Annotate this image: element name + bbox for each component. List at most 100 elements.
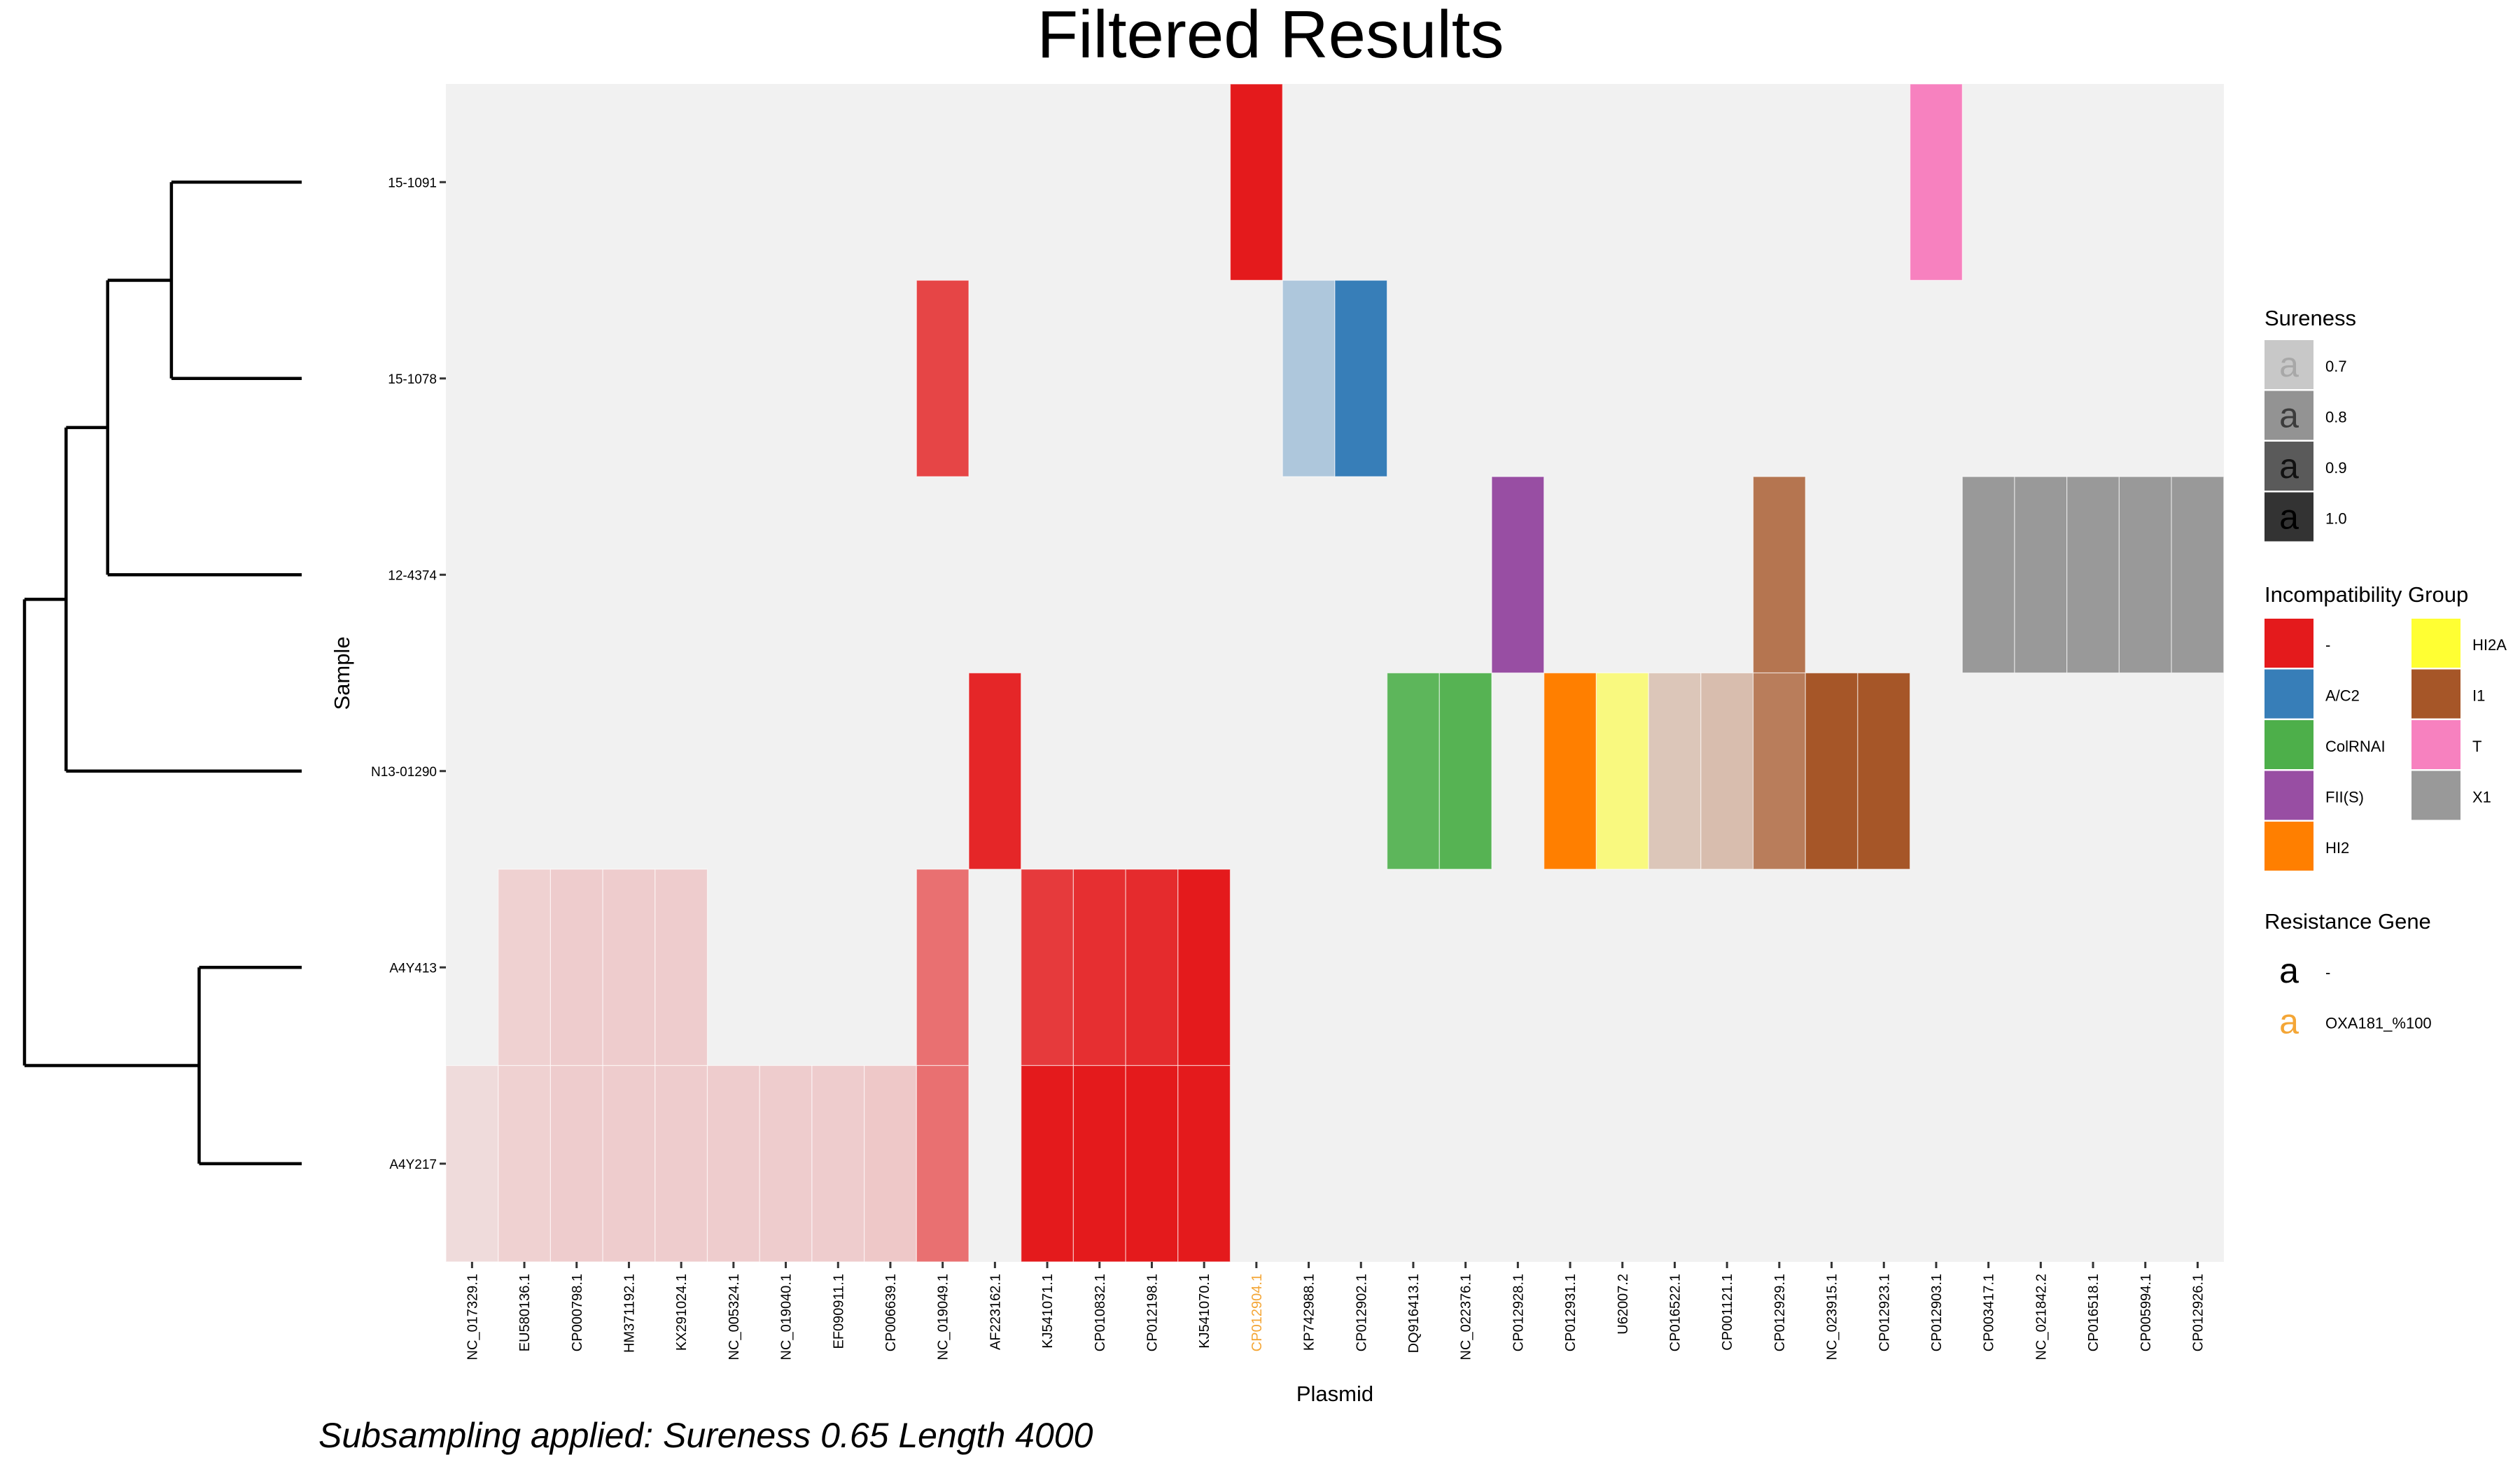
- cell-a4y413-cp012198-1: [1125, 869, 1179, 1067]
- legend-incompatibility-label-hi2a: HI2A: [2472, 636, 2507, 654]
- x-tick-label-cp005994-1: CP005994.1: [2138, 1274, 2154, 1351]
- legend-incompatibility-key-colrnai: [2264, 720, 2314, 769]
- cell-a4y413-cp000798-1: [550, 869, 603, 1067]
- x-tick-label-nc-019049-1: NC_019049.1: [936, 1274, 951, 1360]
- cell-n13-01290-nc-023915-1: [1805, 672, 1858, 870]
- legend-incompatibility-label-hi2: HI2: [2325, 839, 2349, 857]
- legend-incompatibility-key-a-c2: [2264, 669, 2314, 719]
- legend-sureness-key: [2264, 492, 2314, 542]
- y-tick-label-a4y413: A4Y413: [389, 961, 437, 976]
- legend-resistance-label-dash: -: [2325, 964, 2330, 981]
- x-tick-label-hm371192-1: HM371192.1: [622, 1274, 638, 1353]
- cell-a4y217-cp006639-1: [863, 1064, 917, 1263]
- cell-n13-01290-cp012929-1: [1752, 672, 1806, 870]
- x-tick-label-nc-019040-1: NC_019040.1: [779, 1274, 794, 1360]
- legend-resistance-glyph: a: [2279, 951, 2299, 990]
- chart-title: Filtered Results: [1037, 0, 1504, 72]
- x-tick-label-cp012928-1: CP012928.1: [1511, 1274, 1526, 1351]
- legend-sureness-key: [2264, 442, 2314, 491]
- x-tick-label-cp001121-1: CP001121.1: [1720, 1274, 1735, 1351]
- legend-resistance-glyph: a: [2279, 1002, 2299, 1041]
- x-tick-label-cp012929-1: CP012929.1: [1772, 1274, 1788, 1351]
- legend-resistance-gene: Resistance Gene a - a OXA181_%100: [2264, 909, 2432, 1041]
- x-tick-label-kj541071-1: KJ541071.1: [1040, 1274, 1056, 1349]
- x-tick-label-cp012923-1: CP012923.1: [1877, 1274, 1892, 1351]
- cell-n13-01290-af223162-1: [968, 672, 1022, 870]
- y-tick-label-12-4374: 12-4374: [388, 568, 437, 583]
- x-axis: NC_017329.1 EU580136.1 CP000798.1 HM371192.…: [465, 1262, 2206, 1360]
- legend-sureness-label-1-0: 1.0: [2325, 510, 2347, 528]
- legend-sureness: Sureness a 0.7 a 0.8 a 0.9 a 1.0: [2264, 306, 2356, 542]
- legend-resistance-label-oxa181-100: OXA181_%100: [2325, 1015, 2432, 1032]
- cell-a4y217-eu580136-1: [498, 1064, 552, 1263]
- legend-incompatibility-label-a-c2: A/C2: [2325, 687, 2360, 705]
- legend-sureness-glyph: a: [2279, 498, 2299, 537]
- cell-n13-01290-cp016522-1: [1648, 672, 1702, 870]
- x-axis-title: Plasmid: [1296, 1382, 1373, 1406]
- y-axis-title: Sample: [330, 636, 354, 710]
- cell-n13-01290-cp012923-1: [1857, 672, 1911, 870]
- cell-a4y217-nc-019040-1: [759, 1064, 813, 1263]
- legend-incompatibility-key-dash: [2264, 619, 2314, 668]
- x-tick-label-cp003417-1: CP003417.1: [1982, 1274, 1997, 1351]
- legend-sureness-glyph: a: [2279, 447, 2299, 486]
- dendrogram: [22, 181, 302, 1165]
- x-tick-label-kj541070-1: KJ541070.1: [1197, 1274, 1212, 1349]
- cell-a4y217-nc-005324-1: [706, 1064, 760, 1263]
- cell-a4y217-cp010832-1: [1072, 1064, 1126, 1263]
- cell-15-1091-cp012904-1: [1229, 83, 1283, 281]
- x-tick-label-u62007-2: U62007.2: [1616, 1274, 1631, 1335]
- cell-12-4374-cp003417-1: [1961, 476, 2015, 674]
- legend-incompatibility-label-i1: I1: [2472, 687, 2485, 705]
- legend-sureness-key: [2264, 391, 2314, 440]
- subsampling-caption: Subsampling applied: Sureness 0.65 Lengt…: [318, 1416, 1093, 1455]
- cell-a4y413-eu580136-1: [498, 869, 552, 1067]
- x-tick-label-cp012198-1: CP012198.1: [1145, 1274, 1161, 1351]
- legend-incompatibility-key-hi2a: [2412, 619, 2460, 668]
- cell-15-1078-kp742988-1: [1282, 279, 1336, 477]
- x-tick-label-kx291024-1: KX291024.1: [674, 1274, 690, 1351]
- cell-12-4374-cp012926-1: [2171, 476, 2225, 674]
- cell-a4y217-hm371192-1: [602, 1064, 656, 1263]
- legend-sureness-title: Sureness: [2264, 306, 2356, 330]
- heatmap-cells: [445, 83, 2225, 1263]
- x-tick-label-nc-005324-1: NC_005324.1: [727, 1274, 742, 1360]
- x-tick-label-cp012904-1: CP012904.1: [1250, 1274, 1265, 1351]
- cell-a4y413-hm371192-1: [602, 869, 656, 1067]
- cell-n13-01290-cp001121-1: [1700, 672, 1754, 870]
- cell-a4y217-cp012198-1: [1125, 1064, 1179, 1263]
- legend-sureness-label-0-8: 0.8: [2325, 409, 2347, 426]
- legend-incompatibility-key-t: [2412, 720, 2460, 769]
- cell-15-1078-nc-019049-1: [916, 279, 969, 477]
- x-tick-label-cp000798-1: CP000798.1: [570, 1274, 585, 1351]
- y-tick-label-n13-01290: N13-01290: [371, 765, 437, 780]
- legend-incompatibility-label-colrnai: ColRNAI: [2325, 738, 2386, 755]
- cell-12-4374-cp012928-1: [1491, 476, 1545, 674]
- x-tick-label-cp012903-1: CP012903.1: [1929, 1274, 1945, 1351]
- cell-a4y217-ef090911-1: [811, 1064, 865, 1263]
- legend-sureness-glyph: a: [2279, 345, 2299, 384]
- legend-incompatibility-label-fii-s: FII(S): [2325, 789, 2364, 806]
- cell-n13-01290-u62007-2: [1595, 672, 1649, 870]
- x-tick-label-nc-022376-1: NC_022376.1: [1459, 1274, 1474, 1360]
- x-tick-label-cp012931-1: CP012931.1: [1563, 1274, 1578, 1351]
- cell-a4y217-kj541071-1: [1021, 1064, 1074, 1263]
- legend-incompatibility-key-i1: [2412, 669, 2460, 719]
- cell-a4y217-kj541070-1: [1177, 1064, 1231, 1263]
- legend-incompatibility-label-dash: -: [2325, 636, 2330, 654]
- cell-a4y413-kj541071-1: [1021, 869, 1074, 1067]
- cell-12-4374-cp012929-1: [1752, 476, 1806, 674]
- cell-12-4374-nc-021842-2: [2014, 476, 2068, 674]
- cell-15-1078-cp012902-1: [1334, 279, 1388, 477]
- cell-a4y413-kx291024-1: [654, 869, 708, 1067]
- legend-sureness-key: [2264, 340, 2314, 389]
- x-tick-label-cp016522-1: CP016522.1: [1667, 1274, 1683, 1351]
- x-tick-label-kp742988-1: KP742988.1: [1302, 1274, 1317, 1351]
- cell-a4y413-cp010832-1: [1072, 869, 1126, 1067]
- x-tick-label-nc-023915-1: NC_023915.1: [1825, 1274, 1840, 1360]
- legend-incompatibility-key-fii-s: [2264, 771, 2314, 820]
- cell-a4y413-kj541070-1: [1177, 869, 1231, 1067]
- x-tick-label-cp006639-1: CP006639.1: [883, 1274, 899, 1351]
- legend-incompatibility-title: Incompatibility Group: [2264, 582, 2468, 607]
